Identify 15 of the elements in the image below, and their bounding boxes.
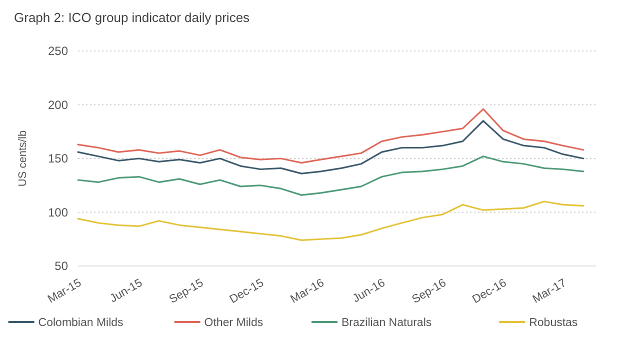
line-series: [77, 200, 584, 241]
line-series: [77, 108, 584, 164]
legend-label: Brazilian Naturals: [342, 317, 432, 330]
y-tick-label: 150: [48, 152, 68, 166]
legend-label: Colombian Milds: [38, 317, 124, 330]
legend-label: Robustas: [529, 317, 578, 330]
legend-label: Other Milds: [204, 317, 264, 330]
y-tick-label: 250: [48, 44, 68, 58]
y-tick-label: 50: [54, 259, 68, 274]
line-series: [77, 120, 584, 174]
y-tick-label: 200: [48, 98, 68, 112]
chart-title: Graph 2: ICO group indicator daily prices: [14, 10, 250, 25]
y-axis-title: US cents/lb: [17, 130, 29, 187]
line-series: [77, 156, 584, 196]
y-tick-label: 100: [48, 205, 68, 220]
